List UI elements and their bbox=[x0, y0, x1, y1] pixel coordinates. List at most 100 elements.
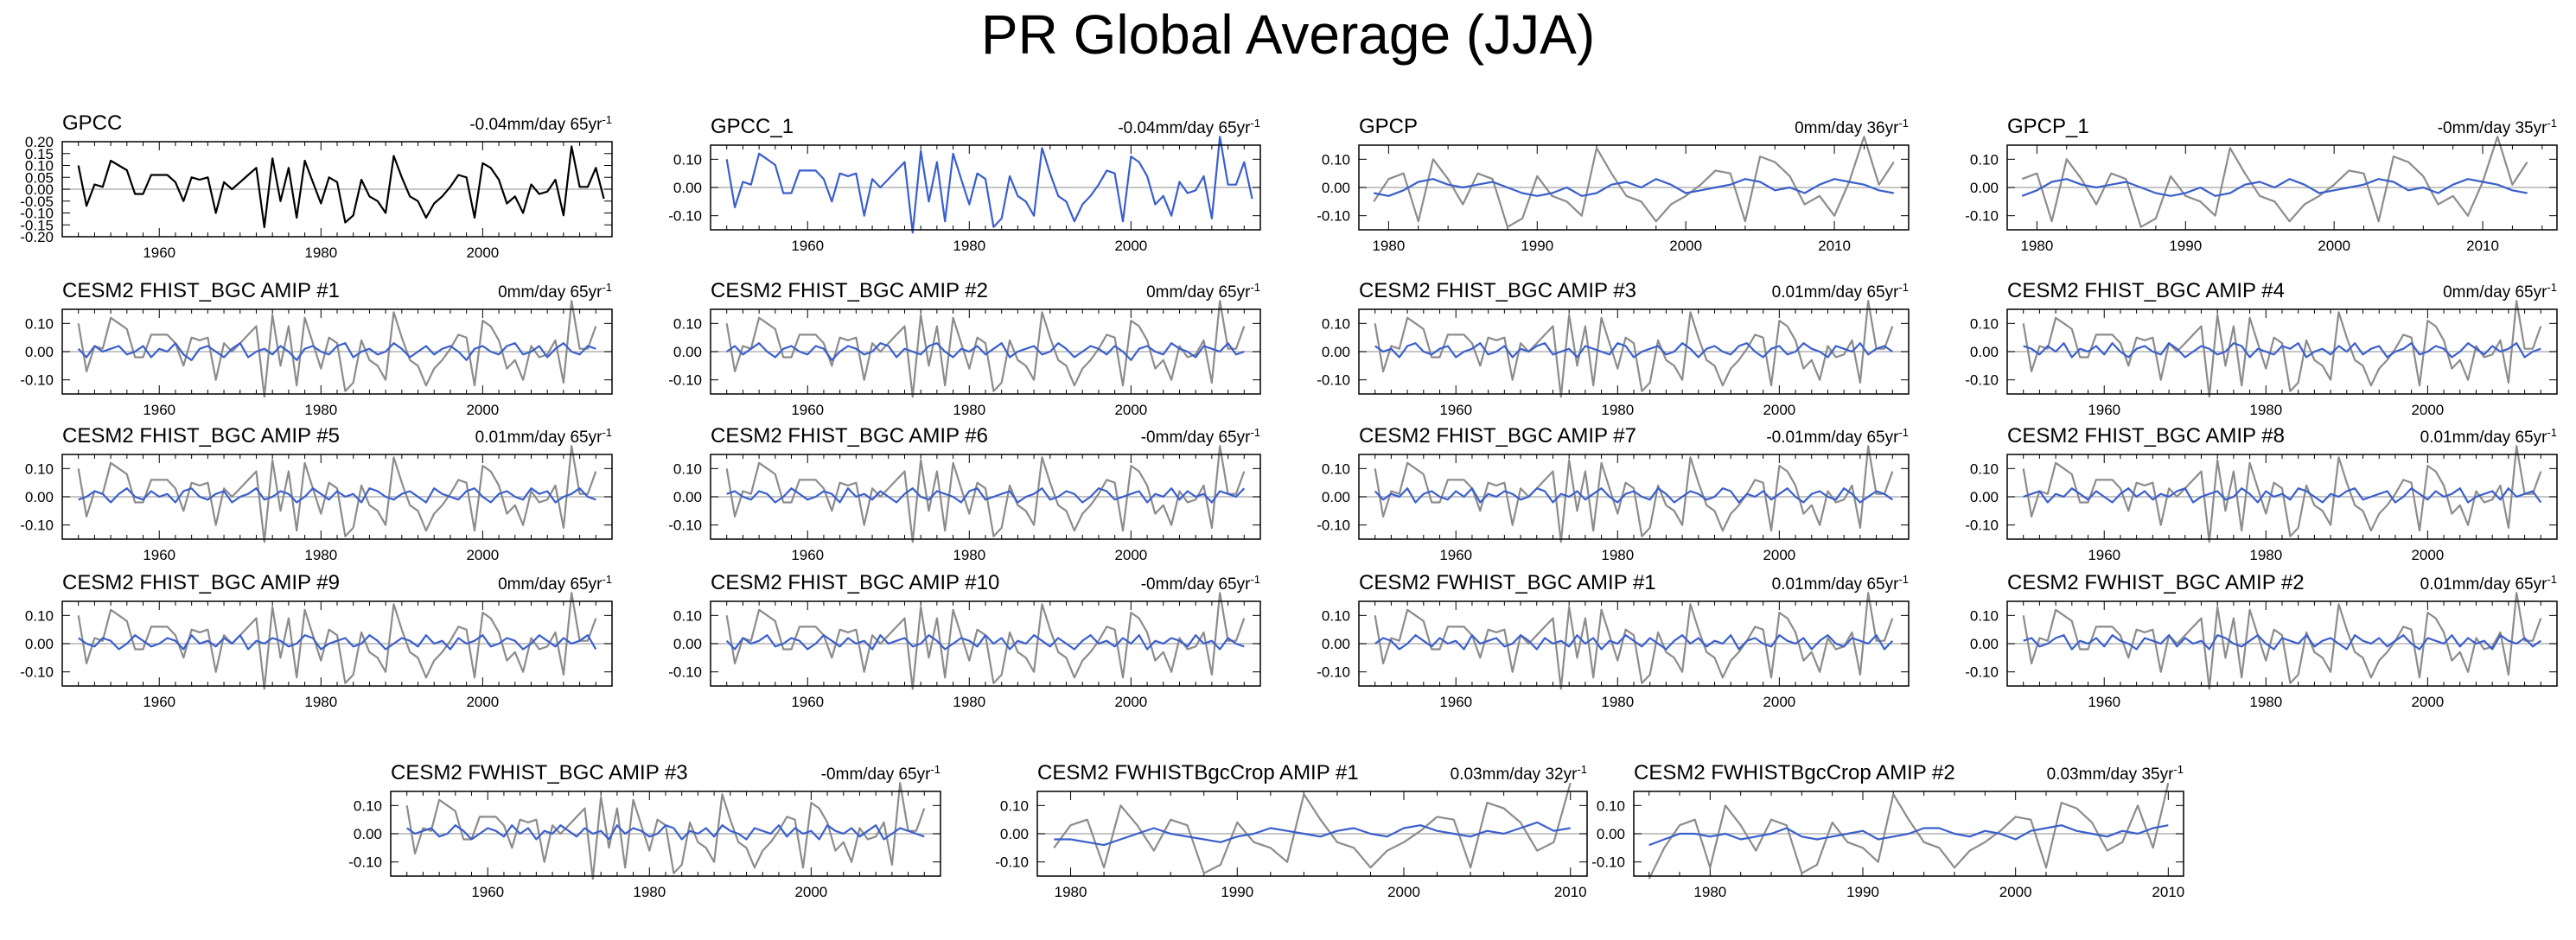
series-line bbox=[726, 342, 1245, 361]
x-tick-label: 1980 bbox=[1055, 884, 1087, 900]
y-tick-label: 0.10 bbox=[1000, 797, 1029, 814]
y-tick-label: -0.10 bbox=[1591, 854, 1625, 871]
panel-13: CESM2 FHIST_BGC AMIP #9 0mm/day 65yr-1 0.1… bbox=[20, 571, 613, 710]
y-tick-label: -0.20 bbox=[20, 229, 54, 245]
x-tick-label: 2000 bbox=[2411, 694, 2444, 710]
x-tick-label: 1980 bbox=[953, 238, 985, 254]
panel-17: CESM2 FWHIST_BGC AMIP #3 -0mm/day 65yr-1 0… bbox=[348, 761, 941, 900]
series-line bbox=[1054, 821, 1571, 847]
panel-trend: 0mm/day 36yr-1 bbox=[1795, 117, 1909, 138]
x-tick-label: 2000 bbox=[2411, 402, 2444, 418]
y-tick-label: -0.10 bbox=[668, 208, 702, 225]
plot-frame bbox=[710, 600, 1261, 687]
y-tick-label: 0.05 bbox=[25, 169, 54, 186]
plot-frame bbox=[61, 600, 613, 687]
panel-trend-exponent: -1 bbox=[602, 113, 612, 126]
x-tick-label: 1990 bbox=[1521, 238, 1553, 254]
series-line bbox=[77, 145, 605, 229]
x-tick-label: 2000 bbox=[794, 884, 827, 900]
y-tick-label: 0.00 bbox=[1970, 344, 1999, 360]
plot-frame bbox=[710, 454, 1261, 540]
panel-8: CESM2 FHIST_BGC AMIP #4 0mm/day 65yr-1 0.1… bbox=[1965, 279, 2558, 418]
x-tick-label: 1960 bbox=[791, 694, 824, 710]
plot-frame bbox=[2006, 454, 2558, 540]
panel-trend-exponent: -1 bbox=[602, 426, 612, 439]
series-line bbox=[77, 342, 596, 361]
x-tick-label: 1960 bbox=[2088, 402, 2120, 418]
plot-frame bbox=[710, 308, 1261, 395]
series-line bbox=[2021, 178, 2528, 197]
panel-trend: -0.04mm/day 65yr-1 bbox=[469, 113, 612, 135]
x-tick-label: 2000 bbox=[1114, 238, 1147, 254]
panel-title: CESM2 FWHIST_BGC AMIP #2 bbox=[2007, 571, 2305, 594]
x-tick-label: 2010 bbox=[2466, 238, 2499, 254]
x-tick-label: 2000 bbox=[1387, 884, 1420, 900]
panel-trend-exponent: -1 bbox=[602, 281, 612, 294]
y-tick-label: 0.10 bbox=[1322, 460, 1350, 477]
panel-trend-exponent: -1 bbox=[1898, 281, 1909, 294]
panel-trend: -0mm/day 35yr-1 bbox=[2438, 117, 2557, 138]
y-tick-label: -0.10 bbox=[20, 372, 54, 389]
y-tick-label: 0.00 bbox=[1000, 826, 1029, 842]
panel-title: GPCC_1 bbox=[711, 115, 794, 138]
y-tick-label: 0.00 bbox=[354, 826, 382, 842]
x-tick-label: 1960 bbox=[2088, 694, 2120, 710]
series-line bbox=[1374, 592, 1894, 690]
y-tick-label: 0.00 bbox=[1322, 180, 1350, 196]
series-line bbox=[2023, 342, 2541, 359]
series-line bbox=[2023, 487, 2542, 504]
y-tick-label: 0.10 bbox=[1970, 315, 1999, 332]
x-tick-label: 2000 bbox=[1763, 547, 1795, 563]
y-tick-label: 0.00 bbox=[1322, 344, 1350, 360]
plot-frame bbox=[390, 791, 941, 877]
y-tick-label: -0.10 bbox=[995, 854, 1029, 871]
x-tick-label: 2000 bbox=[1763, 402, 1795, 418]
panel-trend-exponent: -1 bbox=[2547, 573, 2557, 586]
y-tick-label: 0.00 bbox=[25, 344, 54, 360]
panel-5: CESM2 FHIST_BGC AMIP #1 0mm/day 65yr-1 0.1… bbox=[20, 279, 613, 418]
plot-frame bbox=[1633, 791, 2184, 877]
y-tick-label: -0.10 bbox=[1317, 208, 1350, 225]
panel-7: CESM2 FHIST_BGC AMIP #3 0.01mm/day 65yr-1… bbox=[1317, 279, 1910, 418]
panel-14: CESM2 FHIST_BGC AMIP #10 -0mm/day 65yr-1 0… bbox=[668, 571, 1261, 710]
y-tick-label: 0.10 bbox=[673, 315, 702, 332]
panel-title: CESM2 FHIST_BGC AMIP #10 bbox=[711, 571, 999, 594]
x-tick-label: 1980 bbox=[953, 694, 985, 710]
x-tick-label: 2000 bbox=[2318, 238, 2350, 254]
x-tick-label: 2000 bbox=[466, 694, 499, 710]
series-line bbox=[1648, 824, 2169, 847]
panel-trend-exponent: -1 bbox=[2547, 117, 2557, 130]
panel-title: GPCP_1 bbox=[2007, 115, 2089, 138]
y-tick-label: -0.10 bbox=[1317, 664, 1350, 681]
x-tick-label: 1980 bbox=[633, 884, 666, 900]
x-tick-label: 2010 bbox=[2152, 884, 2184, 900]
x-tick-label: 2000 bbox=[1114, 402, 1147, 418]
y-tick-label: 0.00 bbox=[1597, 826, 1625, 842]
panel-trend-exponent: -1 bbox=[2173, 763, 2184, 776]
y-tick-label: -0.10 bbox=[20, 518, 54, 534]
panel-title: CESM2 FWHISTBgcCrop AMIP #1 bbox=[1037, 761, 1359, 784]
plot-frame bbox=[1036, 791, 1588, 877]
plot-frame bbox=[2006, 600, 2558, 687]
x-tick-label: 1980 bbox=[953, 402, 985, 418]
plot-frame bbox=[710, 144, 1261, 231]
y-tick-label: -0.10 bbox=[668, 372, 702, 389]
series-line bbox=[725, 300, 1246, 398]
x-tick-label: 1960 bbox=[143, 402, 175, 418]
y-tick-label: 0.10 bbox=[25, 315, 54, 332]
panel-title: CESM2 FHIST_BGC AMIP #9 bbox=[62, 571, 340, 594]
panel-trend-exponent: -1 bbox=[1250, 281, 1260, 294]
series-line bbox=[1373, 136, 1895, 228]
x-tick-label: 1980 bbox=[304, 547, 337, 563]
y-tick-label: 0.10 bbox=[25, 158, 54, 175]
plot-frame bbox=[1358, 144, 1910, 231]
panel-trend: -0mm/day 65yr-1 bbox=[821, 763, 940, 784]
x-tick-label: 1960 bbox=[1439, 402, 1472, 418]
y-tick-label: -0.15 bbox=[20, 217, 54, 233]
panel-16: CESM2 FWHIST_BGC AMIP #2 0.01mm/day 65yr-… bbox=[1965, 571, 2558, 710]
panel-trend-exponent: -1 bbox=[2547, 426, 2557, 439]
plot-frame bbox=[61, 141, 613, 238]
y-tick-label: -0.10 bbox=[1317, 518, 1350, 534]
y-tick-label: 0.10 bbox=[1322, 315, 1350, 332]
panel-title: CESM2 FHIST_BGC AMIP #2 bbox=[711, 279, 988, 302]
